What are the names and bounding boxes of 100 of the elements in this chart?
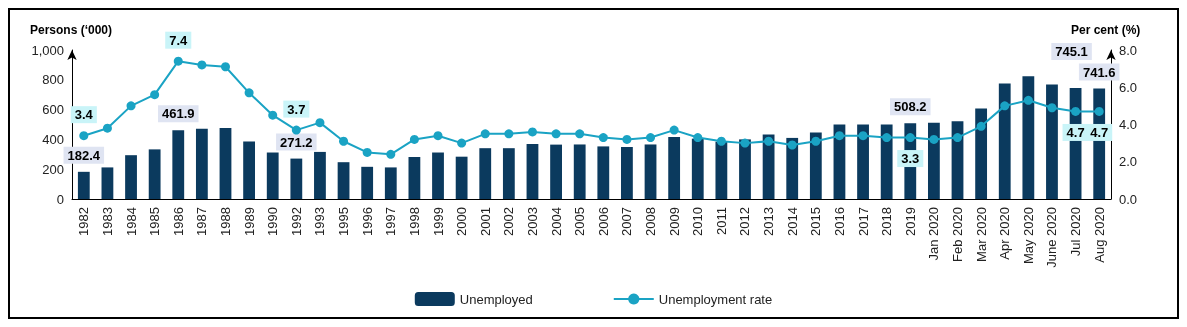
bar	[384, 167, 397, 199]
point	[622, 134, 632, 144]
x-tick-label: Feb 2020	[950, 207, 966, 262]
point	[457, 138, 467, 148]
x-tick-label: 2010	[690, 207, 706, 236]
point	[197, 60, 207, 70]
data-label: 4.7	[1066, 124, 1085, 140]
point	[102, 123, 112, 133]
x-tick-label: 2004	[548, 207, 564, 236]
data-label: 7.4	[169, 32, 189, 48]
point	[362, 147, 372, 157]
bar	[809, 132, 822, 199]
x-tick-label: 1990	[265, 207, 281, 236]
point	[787, 140, 797, 150]
y2-axis-title: Per cent (%)	[1071, 23, 1141, 37]
data-label: 182.4	[67, 147, 101, 163]
x-tick-label: 1989	[241, 207, 257, 236]
x-tick-label: 2003	[524, 207, 540, 236]
bar	[195, 128, 208, 199]
x-tick-label: 1995	[336, 207, 352, 236]
bar	[526, 144, 539, 199]
bar	[432, 152, 444, 199]
data-label: 508.2	[894, 99, 927, 115]
y2-tick-label: 0.0	[1119, 191, 1138, 207]
bar	[408, 156, 421, 199]
data-label: 745.1	[1055, 43, 1088, 59]
x-tick-label: Aug 2020	[1091, 207, 1107, 263]
y2-tick-label: 8.0	[1119, 42, 1138, 58]
x-tick-label: 1985	[147, 207, 163, 236]
point	[150, 90, 160, 100]
x-tick-label: 2000	[454, 207, 470, 236]
y-tick-label: 800	[42, 72, 64, 88]
x-tick-label: 1999	[430, 207, 446, 236]
bar	[455, 156, 468, 199]
x-tick-label: 1987	[194, 207, 210, 236]
data-label: 461.9	[161, 106, 195, 122]
y2-tick-label: 6.0	[1119, 79, 1138, 95]
point	[693, 133, 703, 143]
x-tick-label: 1983	[99, 207, 115, 236]
bar	[337, 162, 350, 199]
bar	[148, 149, 161, 199]
data-label: 3.4	[74, 107, 94, 123]
point	[173, 56, 183, 66]
x-tick-label: Mar 2020	[973, 207, 989, 262]
y-tick-label: 200	[42, 161, 64, 177]
x-tick-label: Jul 2020	[1068, 207, 1084, 257]
bar	[573, 144, 586, 199]
bar	[715, 141, 728, 199]
bar	[172, 130, 185, 199]
x-tick-label: 1996	[359, 207, 375, 236]
bar	[998, 83, 1011, 199]
x-tick-label: 2005	[572, 207, 588, 236]
y2-tick-label: 2.0	[1119, 154, 1138, 170]
bar	[927, 122, 940, 199]
point	[646, 133, 656, 143]
data-label: 3.7	[287, 101, 306, 117]
bar	[101, 167, 114, 199]
point	[669, 125, 679, 135]
data-label: 3.3	[901, 151, 920, 167]
point	[339, 136, 349, 146]
x-tick-label: May 2020	[1020, 207, 1036, 265]
bar	[1022, 76, 1035, 199]
x-tick-label: 1998	[406, 207, 422, 236]
x-tick-label: 1997	[383, 207, 399, 236]
bar	[951, 121, 964, 199]
x-tick-label: 1986	[170, 207, 186, 236]
bar	[314, 151, 326, 199]
bar	[786, 137, 799, 199]
x-tick-label: 2007	[619, 207, 635, 236]
point	[551, 129, 561, 139]
bar	[739, 139, 751, 199]
bar	[691, 138, 704, 199]
x-tick-label: 2006	[595, 207, 611, 236]
bar	[290, 158, 303, 199]
point	[1023, 95, 1033, 105]
point	[858, 131, 868, 141]
bar	[597, 146, 610, 199]
y2-tick-label: 4.0	[1119, 117, 1138, 132]
bar	[361, 166, 374, 199]
x-tick-label: 1984	[123, 207, 139, 236]
bar	[1046, 84, 1058, 199]
bar	[77, 171, 90, 199]
bar	[243, 141, 256, 199]
point	[527, 127, 537, 137]
point	[1094, 106, 1104, 116]
bar	[644, 144, 657, 199]
x-tick-label: Jan 2020	[926, 207, 942, 261]
data-label: 271.2	[280, 134, 313, 150]
point	[764, 136, 774, 146]
point	[811, 136, 821, 146]
point	[929, 134, 939, 144]
x-tick-label: 2017	[855, 207, 871, 236]
x-tick-label: 2011	[713, 207, 729, 235]
x-tick-label: 2001	[477, 207, 493, 236]
x-tick-label: 1982	[76, 207, 92, 236]
point	[268, 110, 278, 120]
point	[1000, 101, 1010, 111]
point	[953, 133, 963, 143]
point	[291, 125, 301, 135]
legend-label: Unemployment rate	[658, 291, 773, 307]
